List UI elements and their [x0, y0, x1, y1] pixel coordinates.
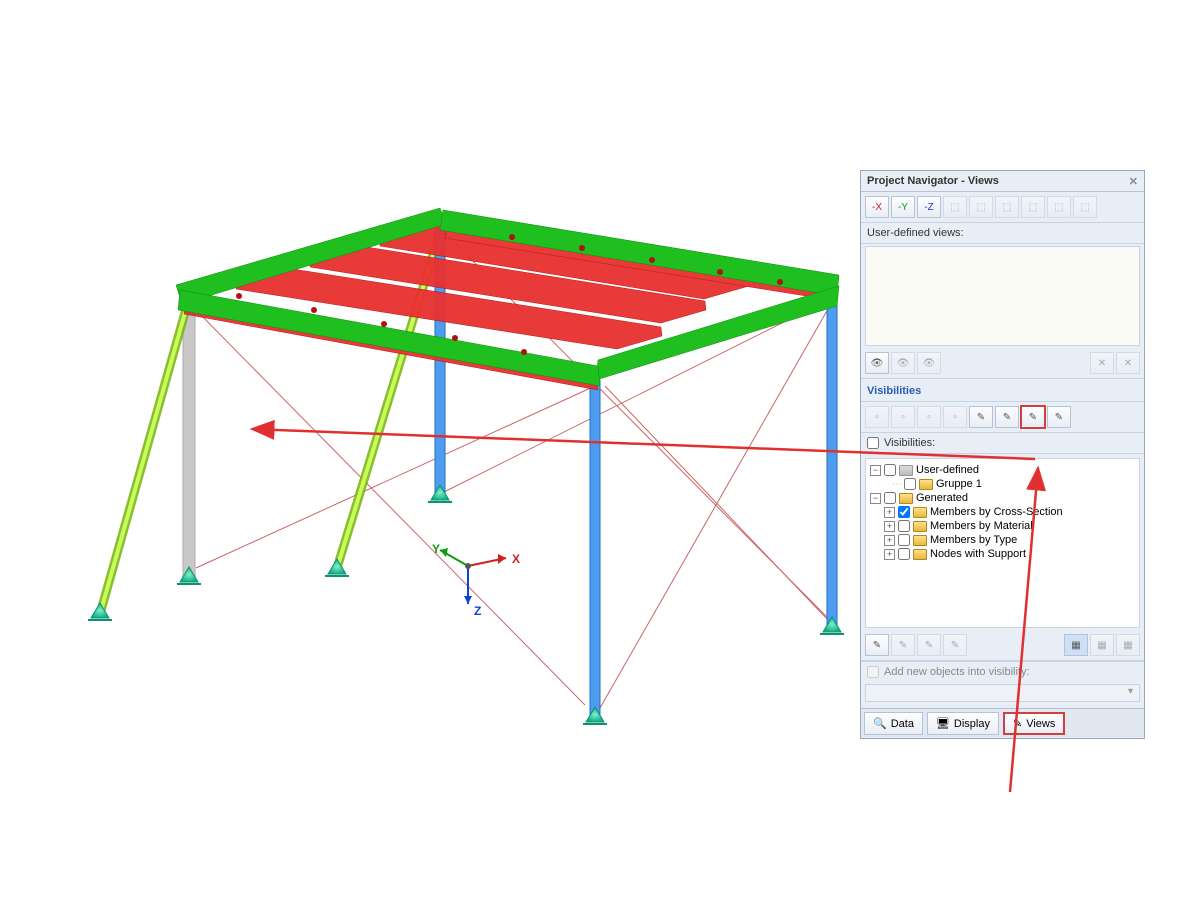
view-button-6[interactable]: ⬚ [995, 196, 1019, 218]
vis-btn-2[interactable]: ▫ [891, 406, 915, 428]
expand-icon[interactable]: + [884, 507, 895, 518]
tree-nodes-support[interactable]: Nodes with Support [930, 548, 1026, 560]
project-navigator-panel: Project Navigator - Views ✕ -X -Y -Z ⬚ ⬚… [860, 170, 1145, 739]
view-button-4[interactable]: ⬚ [943, 196, 967, 218]
views-button-3[interactable]: 👁 [917, 352, 941, 374]
visibilities-check-label: Visibilities: [884, 437, 935, 449]
tree-check-user-defined[interactable] [884, 464, 896, 476]
tree-check-material[interactable] [898, 520, 910, 532]
add-new-dropdown[interactable] [865, 684, 1140, 702]
views-button-2[interactable]: 👁 [891, 352, 915, 374]
add-new-label: Add new objects into visibility: [884, 666, 1030, 678]
supports [88, 485, 844, 724]
tree-members-material[interactable]: Members by Material [930, 520, 1033, 532]
folder-icon [899, 493, 913, 504]
folder-icon [913, 521, 927, 532]
folder-icon [919, 479, 933, 490]
user-views-label: User-defined views: [861, 223, 1144, 244]
bottom-btn-6[interactable]: ▦ [1090, 634, 1114, 656]
vis-btn-7-active[interactable]: ✎ [1021, 406, 1045, 428]
axis-z-label: Z [474, 604, 481, 618]
expand-icon[interactable]: + [884, 521, 895, 532]
tab-data[interactable]: 🔍Data [864, 712, 923, 735]
folder-icon [913, 549, 927, 560]
bottom-btn-4[interactable]: ✎ [943, 634, 967, 656]
axis-triad [440, 548, 506, 604]
bottom-btn-5-active[interactable]: ▦ [1064, 634, 1088, 656]
vis-btn-1[interactable]: ▫ [865, 406, 889, 428]
navigator-tabs: 🔍Data 🖥Display ✎Views [861, 708, 1144, 738]
axis-y-button[interactable]: -Y [891, 196, 915, 218]
visibilities-checkbox[interactable] [867, 437, 879, 449]
expand-icon[interactable]: − [870, 465, 881, 476]
toolbar-axes: -X -Y -Z ⬚ ⬚ ⬚ ⬚ ⬚ ⬚ [861, 192, 1144, 223]
tree-members-cross[interactable]: Members by Cross-Section [930, 506, 1063, 518]
bottom-btn-2[interactable]: ✎ [891, 634, 915, 656]
expand-icon[interactable]: − [870, 493, 881, 504]
tree-check-generated[interactable] [884, 492, 896, 504]
new-view-button[interactable]: 👁 [865, 352, 889, 374]
tree-check-nodes[interactable] [898, 548, 910, 560]
column-grey [183, 302, 195, 578]
cross-braces [196, 232, 832, 708]
toolbar-user-views: 👁 👁 👁 ✕ ✕ [861, 348, 1144, 379]
tree-check-cross[interactable] [898, 506, 910, 518]
axis-x-button[interactable]: -X [865, 196, 889, 218]
delete-view-button[interactable]: ✕ [1090, 352, 1114, 374]
panel-title: Project Navigator - Views ✕ [861, 171, 1144, 192]
folder-icon [913, 507, 927, 518]
tree-check-type[interactable] [898, 534, 910, 546]
vis-btn-5[interactable]: ✎ [969, 406, 993, 428]
axis-y-label: Y [432, 542, 440, 556]
tree-check-gruppe1[interactable] [904, 478, 916, 490]
add-new-row: Add new objects into visibility: [861, 661, 1144, 682]
view-button-9[interactable]: ⬚ [1073, 196, 1097, 218]
toolbar-visibilities: ▫ ▫ ▫ ▫ ✎ ✎ ✎ ✎ [861, 402, 1144, 433]
close-icon[interactable]: ✕ [1129, 175, 1138, 188]
visibilities-header: Visibilities [861, 379, 1144, 402]
panel-title-text: Project Navigator - Views [867, 175, 999, 187]
vis-btn-6[interactable]: ✎ [995, 406, 1019, 428]
view-button-7[interactable]: ⬚ [1021, 196, 1045, 218]
tree-generated[interactable]: Generated [916, 492, 968, 504]
vis-btn-8[interactable]: ✎ [1047, 406, 1071, 428]
bottom-btn-3[interactable]: ✎ [917, 634, 941, 656]
visibility-tree[interactable]: − User-defined ⋯ Gruppe 1 − Generated + … [865, 458, 1140, 628]
vis-btn-4[interactable]: ▫ [943, 406, 967, 428]
vis-btn-3[interactable]: ▫ [917, 406, 941, 428]
bottom-btn-1[interactable]: ✎ [865, 634, 889, 656]
user-views-list[interactable] [865, 246, 1140, 346]
tab-views[interactable]: ✎Views [1003, 712, 1065, 735]
tree-gruppe1[interactable]: Gruppe 1 [936, 478, 982, 490]
tab-display[interactable]: 🖥Display [927, 712, 999, 735]
tree-members-type[interactable]: Members by Type [930, 534, 1017, 546]
add-new-checkbox[interactable] [867, 666, 879, 678]
toolbar-bottom: ✎ ✎ ✎ ✎ ▦ ▦ ▦ [861, 630, 1144, 661]
expand-icon[interactable]: + [884, 535, 895, 546]
axis-z-button[interactable]: -Z [917, 196, 941, 218]
folder-icon [913, 535, 927, 546]
bottom-btn-7[interactable]: ▦ [1116, 634, 1140, 656]
model-viewport [0, 0, 860, 900]
expand-icon[interactable]: + [884, 549, 895, 560]
view-button-8[interactable]: ⬚ [1047, 196, 1071, 218]
folder-icon [899, 465, 913, 476]
delete-all-button[interactable]: ✕ [1116, 352, 1140, 374]
view-button-5[interactable]: ⬚ [969, 196, 993, 218]
tree-user-defined[interactable]: User-defined [916, 464, 979, 476]
visibilities-check-row: Visibilities: [861, 433, 1144, 454]
axis-x-label: X [512, 552, 520, 566]
